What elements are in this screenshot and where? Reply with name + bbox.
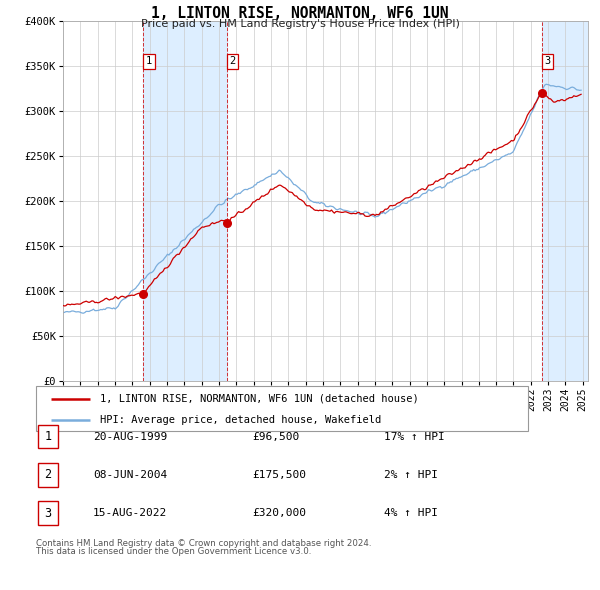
Text: 1: 1 — [146, 56, 152, 66]
Text: 1: 1 — [44, 430, 52, 443]
Text: 1, LINTON RISE, NORMANTON, WF6 1UN: 1, LINTON RISE, NORMANTON, WF6 1UN — [151, 6, 449, 21]
Text: 08-JUN-2004: 08-JUN-2004 — [93, 470, 167, 480]
Text: £320,000: £320,000 — [252, 509, 306, 518]
Text: £96,500: £96,500 — [252, 432, 299, 441]
Bar — [38, 463, 58, 487]
Text: 17% ↑ HPI: 17% ↑ HPI — [384, 432, 445, 441]
Text: 2: 2 — [44, 468, 52, 481]
Text: 15-AUG-2022: 15-AUG-2022 — [93, 509, 167, 518]
Bar — [143, 21, 227, 381]
Text: Price paid vs. HM Land Registry's House Price Index (HPI): Price paid vs. HM Land Registry's House … — [140, 19, 460, 29]
Text: 2: 2 — [229, 56, 235, 66]
Bar — [38, 425, 58, 448]
Text: 2% ↑ HPI: 2% ↑ HPI — [384, 470, 438, 480]
Text: 1, LINTON RISE, NORMANTON, WF6 1UN (detached house): 1, LINTON RISE, NORMANTON, WF6 1UN (deta… — [100, 394, 419, 404]
Text: Contains HM Land Registry data © Crown copyright and database right 2024.: Contains HM Land Registry data © Crown c… — [36, 539, 371, 548]
FancyBboxPatch shape — [36, 386, 528, 431]
Text: This data is licensed under the Open Government Licence v3.0.: This data is licensed under the Open Gov… — [36, 547, 311, 556]
Text: 20-AUG-1999: 20-AUG-1999 — [93, 432, 167, 441]
Text: HPI: Average price, detached house, Wakefield: HPI: Average price, detached house, Wake… — [100, 415, 381, 425]
Text: £175,500: £175,500 — [252, 470, 306, 480]
Text: 4% ↑ HPI: 4% ↑ HPI — [384, 509, 438, 518]
Bar — [38, 502, 58, 525]
Text: 3: 3 — [544, 56, 551, 66]
Bar — [542, 21, 588, 381]
Text: 3: 3 — [44, 507, 52, 520]
